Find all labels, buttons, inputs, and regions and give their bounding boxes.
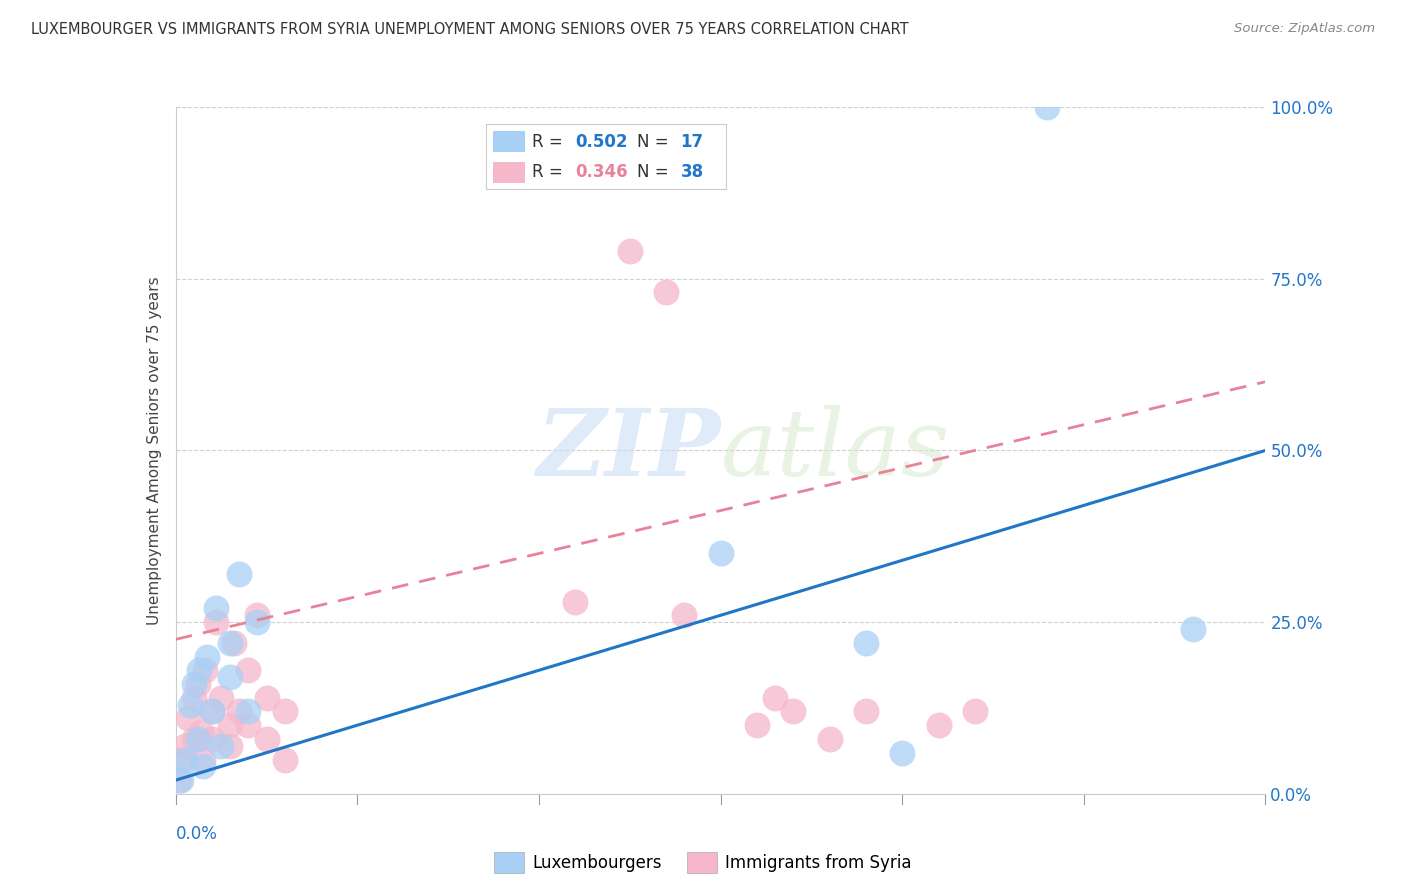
Y-axis label: Unemployment Among Seniors over 75 years: Unemployment Among Seniors over 75 years (146, 277, 162, 624)
Point (170, 753, 193, 767)
Point (204, 615, 226, 630)
Point (183, 677, 205, 691)
Point (619, 244, 641, 259)
Point (183, 731, 205, 746)
Text: atlas: atlas (721, 406, 950, 495)
Point (186, 677, 209, 691)
Point (710, 546, 733, 561)
Point (274, 705, 297, 719)
Point (170, 773, 193, 788)
Point (655, 285, 678, 300)
Point (173, 753, 195, 767)
Point (238, 718, 260, 732)
Point (209, 739, 232, 753)
Point (782, 705, 804, 719)
Point (1181, 622, 1204, 636)
Point (219, 739, 242, 753)
Point (219, 670, 242, 684)
Point (246, 608, 269, 623)
Text: LUXEMBOURGER VS IMMIGRANTS FROM SYRIA UNEMPLOYMENT AMONG SENIORS OVER 75 YEARS C: LUXEMBOURGER VS IMMIGRANTS FROM SYRIA UN… (31, 22, 908, 37)
Point (246, 615, 269, 630)
Point (201, 705, 224, 719)
Point (186, 731, 209, 746)
Point (928, 718, 950, 732)
Point (1036, 100, 1059, 114)
Point (963, 705, 986, 719)
Point (238, 663, 260, 677)
Text: ZIP: ZIP (536, 406, 721, 495)
Point (219, 636, 242, 650)
Point (169, 773, 191, 788)
Point (222, 636, 245, 650)
Point (195, 649, 218, 664)
Point (238, 705, 260, 719)
Point (209, 690, 232, 705)
Point (190, 725, 212, 739)
Point (183, 690, 205, 705)
Point (818, 731, 841, 746)
Point (204, 601, 226, 615)
Point (191, 759, 214, 773)
Legend: Luxembourgers, Immigrants from Syria: Luxembourgers, Immigrants from Syria (488, 846, 918, 880)
Point (256, 731, 278, 746)
Point (191, 753, 214, 767)
Text: 0.0%: 0.0% (176, 825, 218, 843)
Point (855, 705, 877, 719)
Point (188, 663, 211, 677)
Point (219, 718, 242, 732)
Point (673, 608, 696, 623)
Point (891, 746, 914, 760)
Point (201, 705, 224, 719)
Point (179, 698, 201, 712)
Point (228, 567, 250, 582)
Point (564, 594, 586, 608)
Point (274, 753, 297, 767)
Point (194, 663, 217, 677)
Point (745, 718, 768, 732)
Text: Source: ZipAtlas.com: Source: ZipAtlas.com (1234, 22, 1375, 36)
Point (763, 690, 786, 705)
Point (228, 705, 250, 719)
Point (177, 711, 200, 725)
Point (201, 731, 224, 746)
Point (173, 739, 195, 753)
Point (256, 690, 278, 705)
Point (855, 636, 877, 650)
